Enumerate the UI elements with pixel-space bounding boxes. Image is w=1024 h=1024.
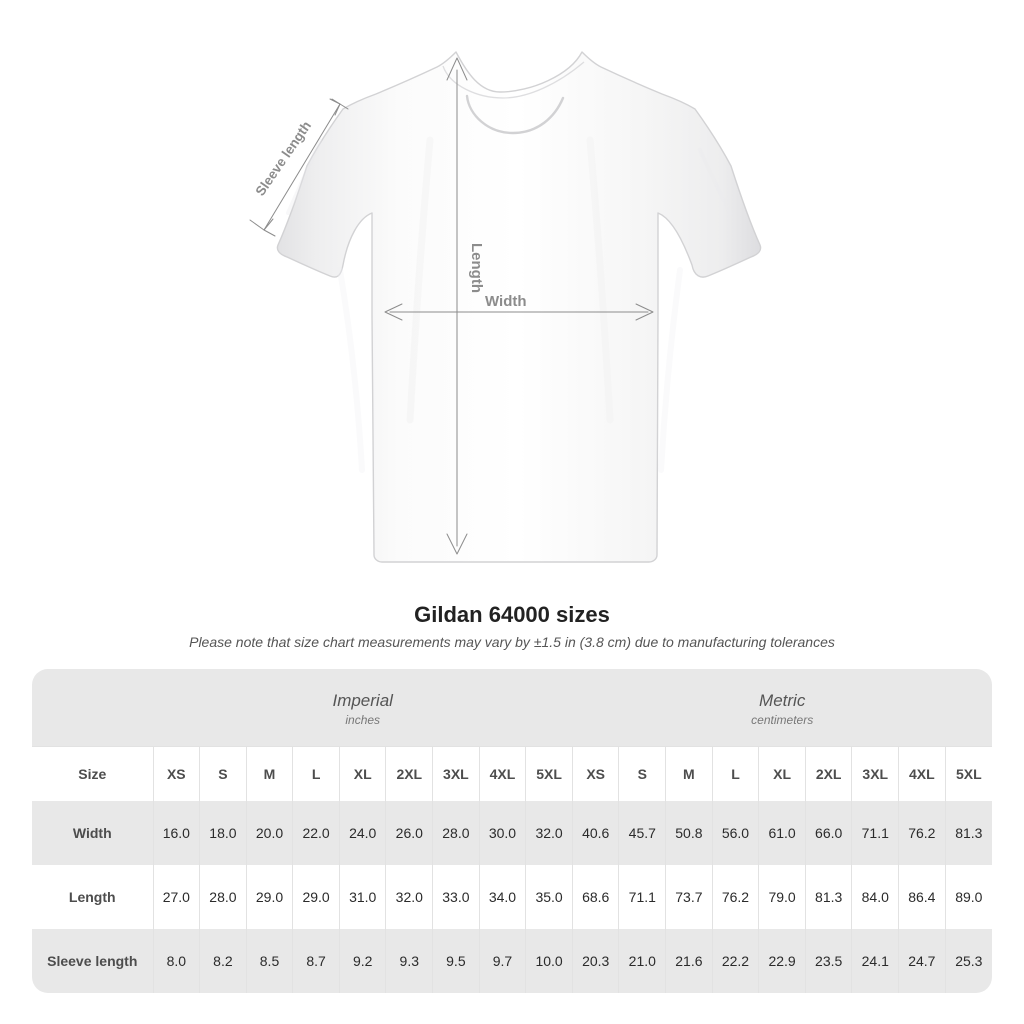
svg-text:Width: Width [485, 293, 527, 310]
svg-text:Length: Length [468, 243, 485, 293]
